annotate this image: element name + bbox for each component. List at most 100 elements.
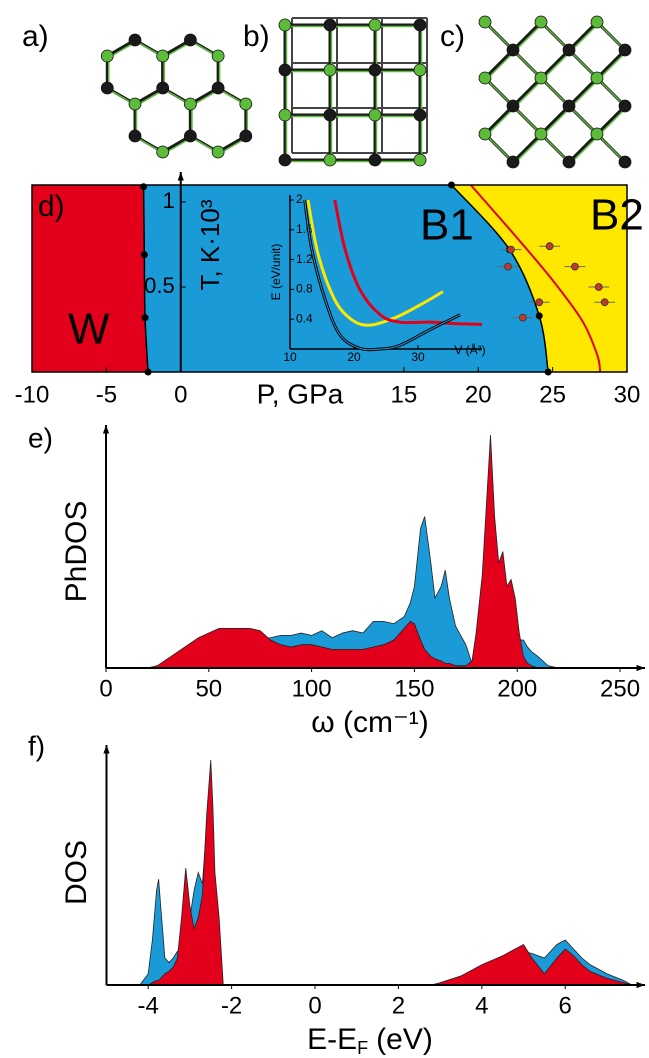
atom [323, 108, 337, 122]
atom [562, 43, 576, 57]
bond [569, 134, 600, 165]
region [451, 185, 627, 372]
y-tick-label: 0.5 [144, 273, 175, 298]
x-axis-label-part: E-E [307, 1023, 357, 1056]
y-axis-head [102, 425, 110, 434]
atom [534, 71, 548, 85]
phase-boundary [450, 184, 549, 373]
atom [183, 97, 197, 111]
bond [597, 50, 628, 81]
atom [618, 155, 632, 169]
bond [483, 104, 515, 136]
atom [590, 71, 604, 85]
inset-line [306, 199, 444, 327]
atom [323, 18, 337, 32]
bond [569, 78, 600, 109]
atom [156, 49, 170, 63]
atom [478, 15, 492, 29]
atom [156, 81, 170, 95]
atom [413, 108, 427, 122]
x-tick-label: 4 [475, 992, 488, 1019]
data-point [600, 298, 609, 307]
dos-area [106, 434, 559, 669]
y-axis-label: DOS [60, 840, 93, 905]
x-tick-label: -10 [15, 381, 50, 408]
atom [278, 153, 292, 167]
x-tick-label: 25 [539, 381, 566, 408]
x-tick-label: 0 [174, 381, 187, 408]
bond [513, 78, 544, 109]
x-tick-label: -5 [96, 381, 117, 408]
x-tick-label: -4 [138, 992, 159, 1019]
bond [567, 76, 599, 108]
bond [539, 104, 571, 136]
x-tick-label: 20 [465, 381, 492, 408]
atom [562, 99, 576, 113]
bond [567, 20, 599, 52]
atom [368, 18, 382, 32]
bond [567, 132, 599, 164]
atom [323, 153, 337, 167]
dos-area [139, 759, 633, 986]
data-point [518, 313, 527, 322]
bond [595, 104, 627, 136]
bond [511, 76, 543, 108]
bond [539, 48, 571, 80]
atom [506, 99, 520, 113]
atom [368, 63, 382, 77]
data-point [507, 245, 515, 254]
bond [541, 50, 572, 81]
inset-x-tick-label: 30 [411, 350, 425, 364]
bond [483, 48, 515, 80]
inset-x-tick-label: 20 [347, 350, 361, 364]
bond [597, 106, 628, 137]
bond [513, 22, 544, 53]
atom [278, 18, 292, 32]
panel-label: d) [38, 190, 65, 223]
atom [211, 81, 225, 95]
x-axis-label-part: F [357, 1038, 368, 1058]
atom [100, 81, 114, 95]
region-label: W [68, 305, 110, 354]
atom [478, 71, 492, 85]
x-tick-label: -2 [221, 992, 242, 1019]
atom [100, 49, 114, 63]
atom [506, 43, 520, 57]
bond [541, 106, 572, 137]
atom [183, 33, 197, 47]
data-point [594, 283, 603, 291]
panel-label: e) [28, 422, 53, 453]
data-point [571, 262, 579, 271]
x-axis-label: ω (cm⁻¹) [311, 706, 429, 739]
x-tick-label: 50 [195, 675, 222, 702]
atom [278, 108, 292, 122]
atom [413, 63, 427, 77]
inset-line [333, 199, 483, 326]
y-axis-head [103, 745, 110, 754]
panel-label: c) [440, 20, 465, 53]
panel-label: a) [22, 20, 49, 53]
x-tick-label: 150 [394, 675, 434, 702]
atom [618, 43, 632, 57]
x-tick-label: 0 [308, 992, 321, 1019]
x-tick-label: 0 [99, 675, 112, 702]
atom [368, 153, 382, 167]
x-tick-label: 15 [391, 381, 418, 408]
phase-line [470, 184, 602, 373]
bond [485, 106, 516, 137]
atom [239, 97, 253, 111]
data-point [504, 262, 512, 271]
x-axis-head [636, 664, 645, 672]
x-axis-label-part: (eV) [376, 1023, 433, 1056]
bond [485, 50, 516, 81]
boundary-point [141, 314, 149, 322]
bond [569, 22, 600, 53]
x-tick-label: 250 [600, 675, 640, 702]
atom [590, 127, 604, 141]
y-tick-label: 1 [163, 188, 175, 213]
inset-y-tick-label: 2 [296, 192, 303, 206]
atom [506, 155, 520, 169]
x-tick-label: 200 [497, 675, 537, 702]
atom [239, 129, 253, 143]
data-point [535, 298, 544, 307]
